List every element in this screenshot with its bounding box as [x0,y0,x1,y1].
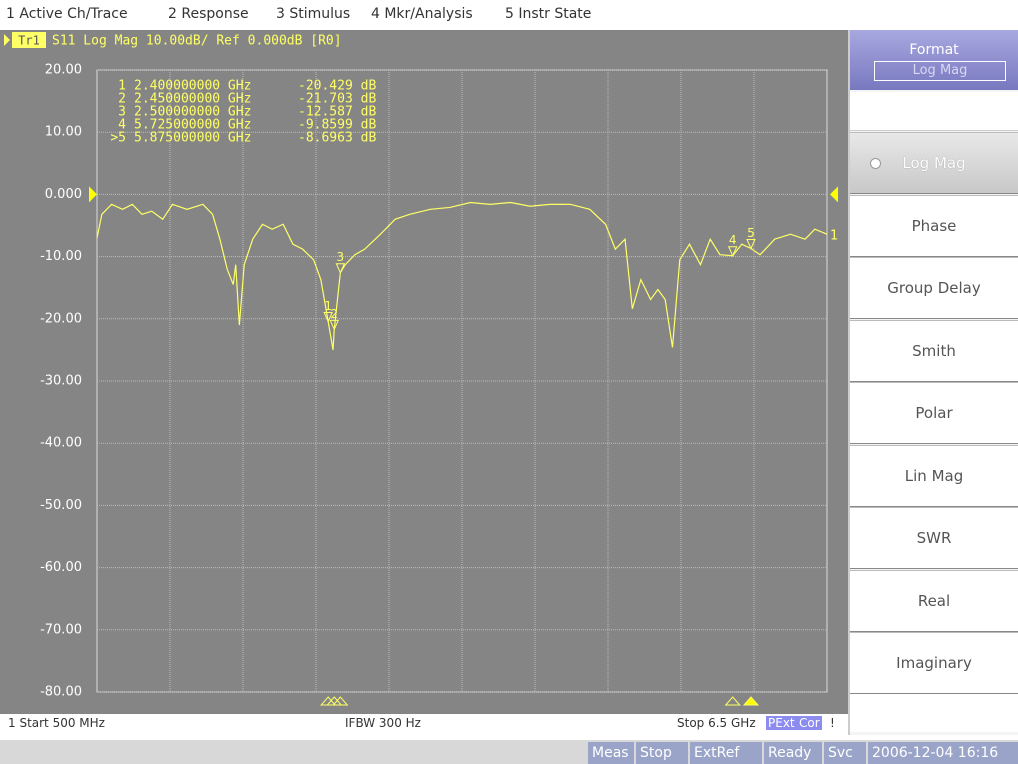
softkey-blank [850,694,1018,732]
trace-label-box [12,32,46,48]
marker [746,238,756,250]
status-item: 2006-12-04 16:16 [868,742,1018,764]
marker [727,246,738,257]
marker-name: 1 [324,299,332,313]
marker-name: 3 [337,250,345,264]
ref-marker [830,186,838,203]
y-tick-label: 10.00 [45,125,82,140]
trace-label: Tr1 [18,34,40,48]
menu-item[interactable]: 5 Instr State [505,6,592,22]
ref-marker [89,186,97,203]
softkey[interactable]: SWR [850,507,1018,569]
softkey[interactable]: Polar [850,382,1018,444]
marker [329,319,340,331]
y-tick-label: -20.00 [40,311,82,326]
marker-position [724,696,741,706]
y-tick-label: -30.00 [40,374,82,389]
y-tick-label: -40.00 [40,436,82,451]
softkey[interactable]: Smith [850,319,1018,382]
marker-table-freq: 5.875000000 GHz [134,131,251,146]
ifbw-label: IFBW 300 Hz [345,716,421,730]
marker-table-id: >5 [110,131,126,146]
menu-item[interactable]: 1 Active Ch/Trace [6,6,128,22]
marker-table-value: -20.429 dB [298,79,376,94]
marker [323,311,333,323]
marker-position [742,696,760,706]
softkey-current: Log Mag [874,61,1006,81]
status-item: Stop [636,742,688,764]
y-tick-label: -50.00 [40,498,82,513]
marker-position [332,696,349,706]
stop-label: Stop 6.5 GHz [677,716,756,730]
y-tick-label: -60.00 [40,560,82,575]
marker-name: 4 [729,233,737,247]
active-indicator [4,34,10,46]
softkey-blank [850,92,1018,131]
menu-item[interactable]: 3 Stimulus [276,6,351,22]
y-tick-label: -10.00 [40,249,82,264]
marker-table-freq: 2.500000000 GHz [134,105,251,120]
marker-table-id: 3 [118,105,126,120]
softkey-header [850,30,1018,90]
y-tick-label: -80.00 [40,685,82,700]
marker-table-freq: 5.725000000 GHz [134,118,251,133]
marker [335,263,346,274]
chart-background [0,30,848,714]
start-label: 1 Start 500 MHz [8,716,105,730]
marker-table-value: -9.8599 dB [298,118,376,133]
y-tick-label: 0.000 [45,187,82,202]
status-item: Ready [764,742,822,764]
softkey[interactable]: Group Delay [850,257,1018,319]
marker-table-value: -21.703 dB [298,92,376,107]
chart: 20.00 10.00 0.000 -10.00 -20.00 -30.00 -40.00 -… [0,30,848,714]
softkey[interactable]: Log Mag [850,132,1018,194]
marker-table-id: 4 [118,118,126,133]
trace [96,201,828,351]
softkey-title: Format [909,42,959,58]
marker-table-value: -12.587 dB [298,105,376,120]
marker-table-value: -8.6963 dB [298,131,376,146]
marker-table-id: 2 [118,92,126,107]
status-item: Meas [588,742,634,764]
marker-name: 2 [330,307,338,321]
softkey[interactable]: Real [850,569,1018,632]
status-item: ExtRef [690,742,762,764]
y-tick-label: 20.00 [45,63,82,78]
softkey[interactable]: Imaginary [850,632,1018,694]
chart-title: S11 Log Mag 10.00dB/ Ref 0.000dB [R0] [52,34,342,49]
marker-table-freq: 2.450000000 GHz [134,92,251,107]
marker-table-id: 1 [118,79,126,94]
status-item: Svc [824,742,866,764]
indicator: PExt [766,716,797,730]
warning: ! [830,716,835,730]
radio-dot [870,158,881,169]
trace-name: 1 [830,229,838,244]
marker-table-freq: 2.400000000 GHz [134,79,251,94]
indicator: Cor [797,716,822,730]
marker-name: 5 [747,226,755,240]
menu-item[interactable]: 2 Response [168,6,249,22]
y-tick-label: -70.00 [40,622,82,637]
softkey[interactable]: Phase [850,194,1018,257]
softkey[interactable]: Lin Mag [850,444,1018,507]
menu-item[interactable]: 4 Mkr/Analysis [371,6,473,22]
